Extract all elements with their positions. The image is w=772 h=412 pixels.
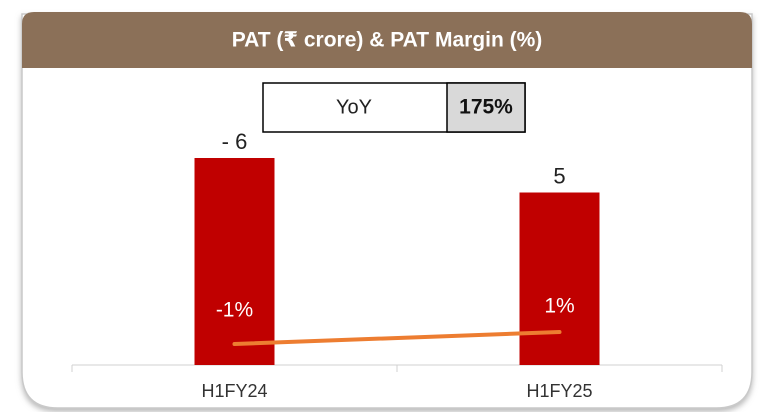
bar-value-label: - 6 (222, 129, 248, 154)
header-bar (22, 12, 752, 68)
line-value-label: -1% (216, 299, 253, 322)
bar (194, 158, 275, 365)
yoy-value: 175% (459, 96, 513, 119)
chart-title: PAT (₹ crore) & PAT Margin (%) (232, 29, 543, 52)
card (21, 13, 753, 409)
yoy-value-box (446, 82, 526, 133)
line-value-label: 1% (544, 295, 574, 318)
x-tick-label: H1FY25 (526, 381, 592, 401)
bar-value-label: 5 (553, 163, 565, 188)
line (232, 330, 562, 346)
x-tick-label: H1FY24 (201, 381, 267, 401)
bar (519, 192, 600, 365)
yoy-label: YoY (336, 96, 372, 118)
